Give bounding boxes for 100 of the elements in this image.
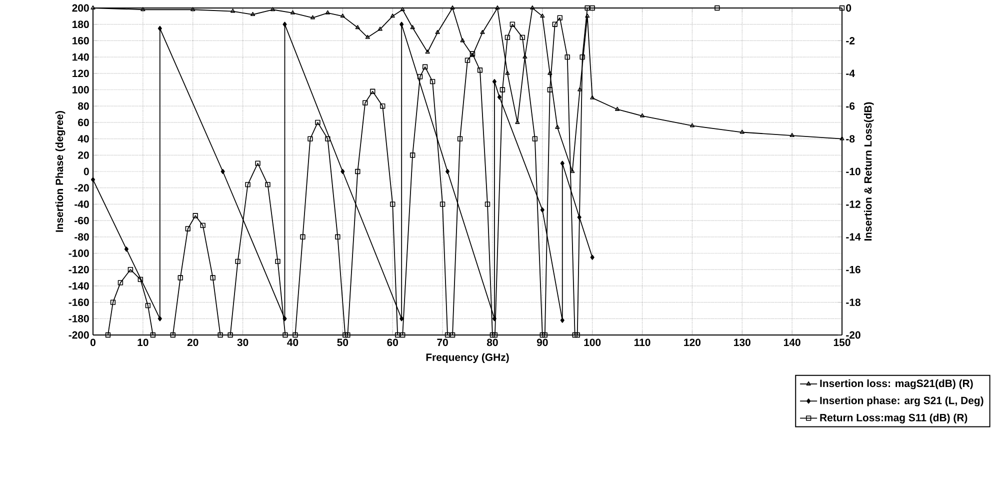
- x-tick-label: 10: [138, 338, 148, 346]
- x-tick-label: 80: [486, 338, 498, 346]
- point: [585, 14, 590, 18]
- point: [560, 318, 564, 323]
- y-tick-label: 200: [72, 4, 89, 12]
- point: [435, 30, 440, 34]
- y-tick-label: -40: [74, 200, 89, 208]
- point: [530, 5, 535, 10]
- x-axis-title: Frequency (GHz): [426, 353, 509, 364]
- y2-tick-label: -8: [846, 135, 855, 143]
- point: [590, 254, 594, 260]
- y2-axis-title: Insertion & Return Loss(dB): [864, 102, 874, 241]
- y2-tick-label: -4: [846, 70, 855, 77]
- point: [615, 106, 620, 111]
- y-tick-label: -160: [68, 298, 89, 306]
- point: [690, 123, 695, 128]
- y-tick-label: 100: [72, 86, 89, 94]
- x-tick-label: 150: [834, 338, 850, 346]
- y-tick-label: -80: [74, 233, 89, 241]
- y2-tick-label: -14: [846, 233, 861, 240]
- y-tick-label: 160: [72, 37, 89, 44]
- x-tick-label: 130: [734, 338, 750, 346]
- x-tick-label: 30: [237, 338, 248, 346]
- y-tick-label: -200: [68, 331, 89, 339]
- point: [290, 10, 296, 14]
- y2-tick-label: -6: [846, 102, 855, 110]
- x-tick-label: 40: [287, 338, 298, 346]
- y-tick-label: -120: [68, 266, 89, 274]
- y2-tick-label: -20: [846, 331, 860, 339]
- y2-tick-label: -18: [846, 298, 860, 306]
- point: [310, 15, 316, 20]
- point: [540, 14, 545, 18]
- point: [460, 38, 465, 42]
- y-tick-label: 40: [78, 135, 89, 143]
- y2-tick-label: -16: [846, 266, 860, 274]
- point: [378, 26, 382, 31]
- x-tick-label: 60: [387, 338, 398, 346]
- point: [425, 50, 430, 54]
- x-tick-label: 90: [536, 338, 548, 346]
- point: [445, 168, 450, 174]
- y-tick-label: 0: [84, 168, 89, 176]
- legend-label: Insertion phase: arg S21 (L, Deg): [820, 396, 984, 406]
- y-tick-label: 120: [72, 70, 89, 78]
- point: [270, 7, 276, 12]
- legend-label: Return Loss:mag S11 (dB) (R): [820, 414, 968, 424]
- point: [540, 207, 544, 213]
- point: [590, 95, 595, 100]
- point: [640, 113, 645, 118]
- y-tick-label: 20: [78, 151, 89, 159]
- point: [470, 52, 475, 57]
- point: [190, 7, 196, 12]
- point: [400, 316, 404, 322]
- y-tick-label: 180: [72, 20, 89, 28]
- point: [340, 168, 345, 174]
- point: [570, 168, 575, 173]
- point: [400, 22, 404, 27]
- point: [505, 70, 510, 75]
- point: [410, 25, 415, 30]
- point: [282, 22, 287, 27]
- point: [390, 14, 395, 18]
- point: [555, 124, 560, 129]
- point: [560, 160, 564, 166]
- point: [480, 30, 485, 34]
- point: [548, 70, 552, 75]
- point: [158, 316, 162, 322]
- x-tick-label: 20: [187, 338, 198, 346]
- y2-tick-label: 0: [846, 4, 852, 12]
- y2-tick-label: -2: [846, 37, 855, 44]
- legend-label: Insertion loss: magS21(dB) (R): [820, 379, 973, 390]
- point: [340, 14, 345, 18]
- point: [90, 177, 96, 182]
- y2-tick-label: -12: [846, 200, 860, 208]
- y-tick-label: 140: [72, 53, 89, 61]
- point: [400, 7, 405, 12]
- y-tick-label: -140: [68, 282, 89, 290]
- point: [230, 8, 236, 13]
- point: [250, 12, 256, 16]
- point: [140, 7, 146, 12]
- y-tick-label: -60: [74, 216, 89, 224]
- y-tick-label: -100: [68, 250, 89, 257]
- point: [325, 10, 330, 14]
- y-tick-label: -180: [68, 314, 89, 322]
- point: [124, 246, 128, 252]
- y-tick-label: 60: [78, 118, 89, 126]
- point: [158, 26, 162, 32]
- x-tick-label: 120: [684, 338, 701, 346]
- x-tick-label: 70: [437, 338, 448, 346]
- point: [790, 132, 794, 138]
- x-tick-label: 110: [634, 338, 650, 346]
- point: [220, 168, 225, 174]
- point: [497, 94, 502, 100]
- point: [740, 130, 744, 134]
- point: [450, 5, 455, 10]
- x-tick-label: 140: [784, 338, 800, 346]
- x-tick-label: 50: [337, 338, 348, 346]
- y-tick-label: 80: [78, 102, 89, 110]
- point: [492, 78, 497, 84]
- point: [355, 25, 360, 30]
- y-tick-label: -20: [74, 184, 89, 192]
- point: [495, 5, 500, 10]
